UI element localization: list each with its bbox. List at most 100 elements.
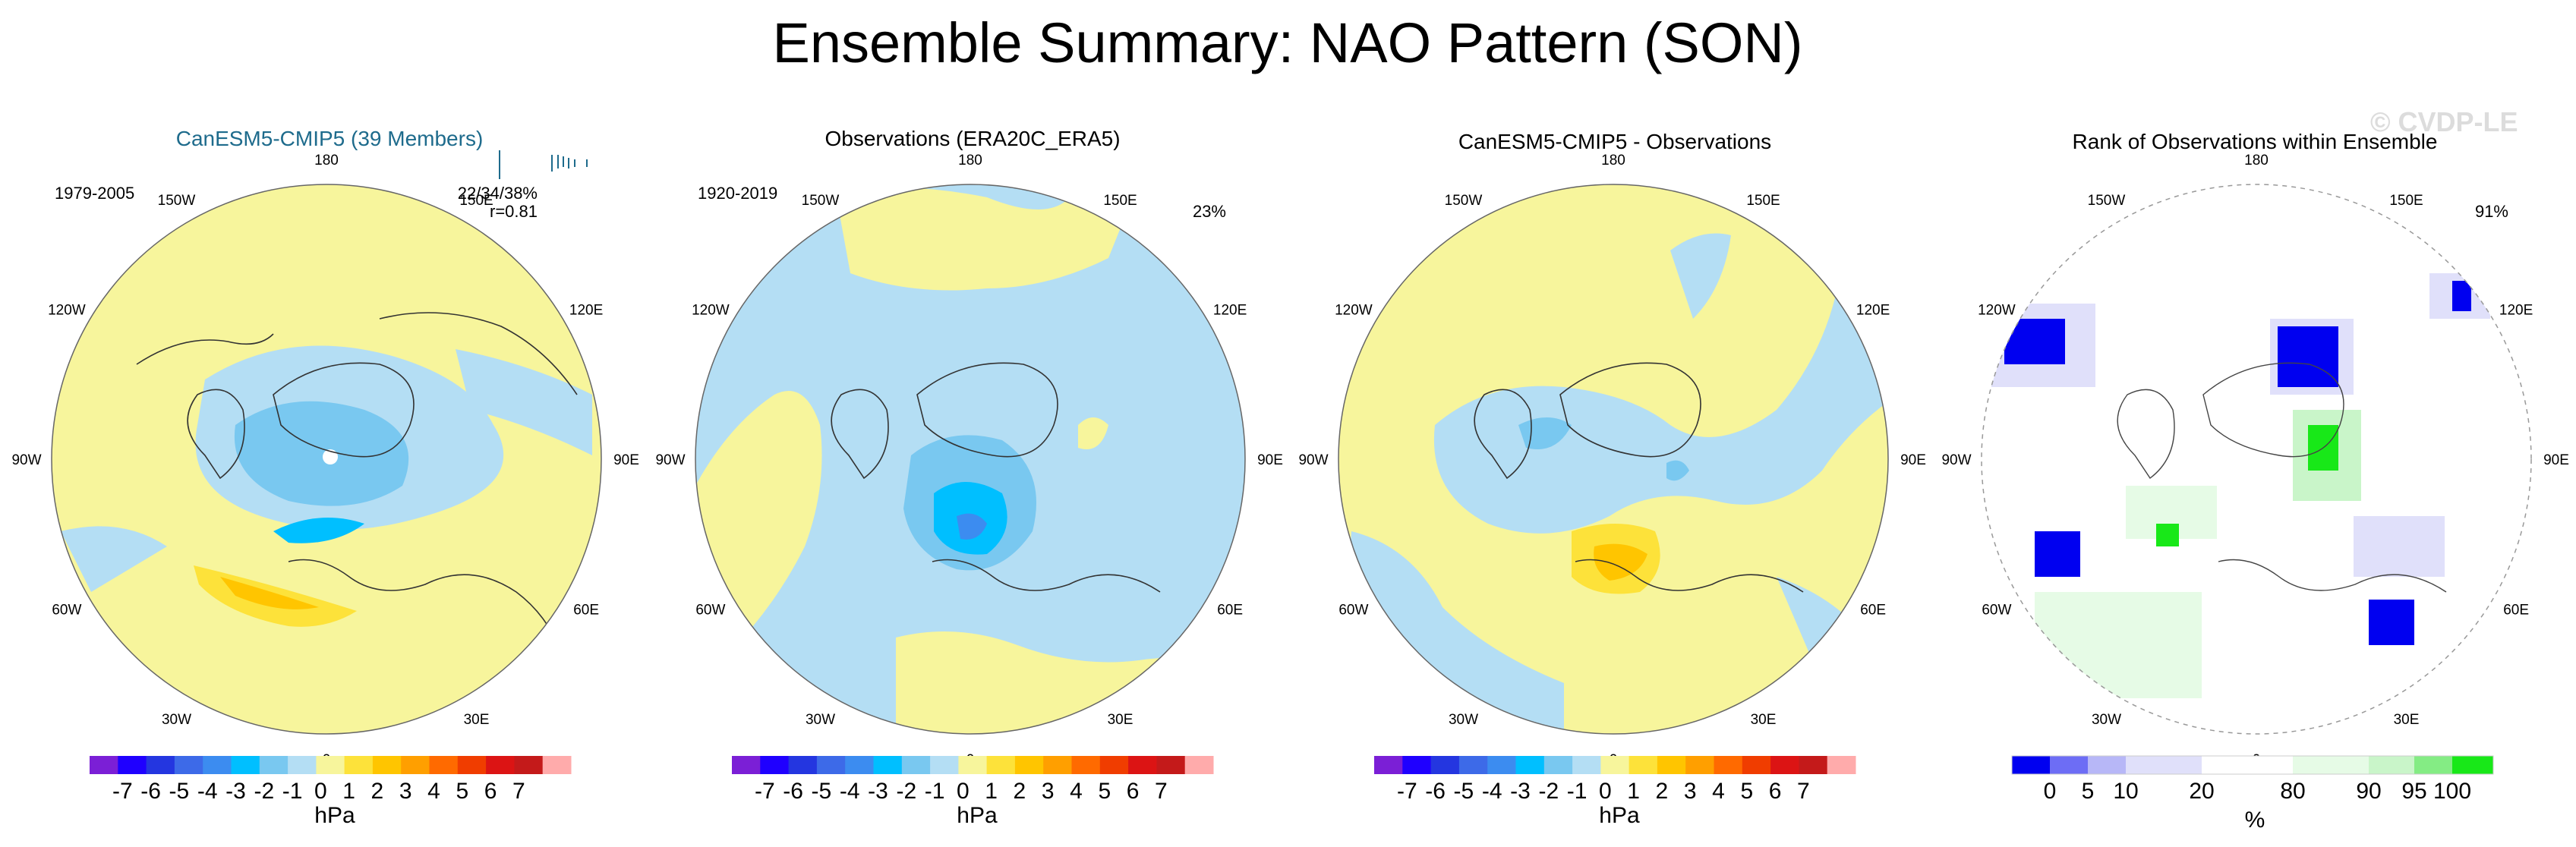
- colorbar-rank-unit: %: [2245, 808, 2265, 833]
- colorbar-rank-swatch: [2088, 756, 2126, 774]
- colorbar-hpa-swatch: [1799, 756, 1828, 774]
- lon-label-150E-panel2: 150E: [1746, 193, 1780, 209]
- colorbar-rank-swatch: [2202, 756, 2293, 774]
- colorbar-hpa-tick: 3: [399, 779, 412, 804]
- colorbar-hpa-tick: -5: [169, 779, 190, 804]
- lon-label-30W-panel1: 30W: [806, 712, 835, 728]
- lon-label-180-panel3: 180: [2244, 153, 2269, 168]
- colorbar-hpa-tick: -7: [1397, 779, 1417, 804]
- colorbar-hpa-swatch: [788, 756, 818, 774]
- lon-label-120W-panel3: 120W: [1978, 303, 2016, 319]
- colorbar-hpa-swatch: [1014, 756, 1044, 774]
- lon-label-30E-panel1: 30E: [1108, 712, 1134, 728]
- colorbar-hpa-tick: 5: [1740, 779, 1753, 804]
- longitude-labels: 180 180 180 180 150E 150E 150E 150E 120E 120E 120E…: [11, 153, 2568, 768]
- lon-label-60E-panel3: 60E: [2503, 603, 2529, 619]
- colorbar-hpa-swatch: [1714, 756, 1743, 774]
- colorbar-rank-tick: 0: [2044, 779, 2057, 804]
- colorbar-hpa-tick: -1: [1567, 779, 1588, 804]
- lon-label-30E-panel0: 30E: [464, 712, 490, 728]
- colorbar-hpa-swatch: [816, 756, 846, 774]
- colorbar-hpa-swatch: [118, 756, 147, 774]
- variance-inset: [499, 150, 588, 179]
- colorbar-hpa-swatch: [401, 756, 430, 774]
- lon-label-30W-panel2: 30W: [1449, 712, 1478, 728]
- colorbar-hpa-swatch: [203, 756, 232, 774]
- panel-model: CanESM5-CMIP5 (39 Members) 1979-2005 22/…: [51, 127, 602, 735]
- colorbar-rank-swatch: [2293, 756, 2369, 774]
- panel-model-period: 1979-2005: [55, 184, 134, 203]
- colorbar-hpa-swatch: [1742, 756, 1771, 774]
- panel-model-variance: 22/34/38%: [458, 184, 538, 203]
- colorbar-hpa-swatch: [344, 756, 374, 774]
- colorbar-hpa-swatch: [901, 756, 931, 774]
- colorbar-hpa-tick: 5: [1098, 779, 1111, 804]
- lon-label-120E-panel1: 120E: [1213, 303, 1247, 319]
- colorbar-hpa-tick: 6: [484, 779, 497, 804]
- colorbar-hpa-tick: 2: [371, 779, 384, 804]
- colorbar-hpa-swatch: [845, 756, 874, 774]
- colorbar-hpa-swatch: [1487, 756, 1516, 774]
- lon-label-90E-panel3: 90E: [2543, 452, 2569, 468]
- colorbar-hpa-tick: 4: [1070, 779, 1083, 804]
- lon-label-60W-panel2: 60W: [1338, 603, 1368, 619]
- lon-label-90W-panel1: 90W: [655, 452, 685, 468]
- colorbar-hpa-unit: hPa: [957, 803, 998, 828]
- colorbar-hpa-tick: -1: [925, 779, 945, 804]
- colorbar-hpa-swatch: [542, 756, 572, 774]
- panel-rank-percent: 91%: [2475, 202, 2508, 221]
- colorbar-hpa-tick: -4: [197, 779, 218, 804]
- colorbar-hpa-swatch: [1043, 756, 1072, 774]
- colorbar-rank-tick: 20: [2189, 779, 2214, 804]
- colorbar-hpa-swatch: [986, 756, 1016, 774]
- colorbar-hpa-swatch: [259, 756, 288, 774]
- colorbar-hpa-tick: -6: [1425, 779, 1446, 804]
- lon-label-150W-panel3: 150W: [2088, 193, 2126, 209]
- panel-observations: Observations (ERA20C_ERA5) 1920-2019 23%: [695, 127, 1246, 735]
- colorbar-hpa-tick: -3: [225, 779, 246, 804]
- colorbar-hpa-swatch: [174, 756, 203, 774]
- lon-label-60E-panel0: 60E: [573, 603, 599, 619]
- colorbar-hpa-swatch: [1685, 756, 1714, 774]
- colorbar-hpa-swatch: [1402, 756, 1432, 774]
- colorbar-hpa-swatch: [486, 756, 515, 774]
- colorbar-hpa-unit: hPa: [314, 803, 355, 828]
- lon-label-120W-panel1: 120W: [692, 303, 730, 319]
- panel-model-coastlines: [136, 312, 578, 653]
- colorbar-hpa-tick: 1: [342, 779, 355, 804]
- colorbar-hpa-swatch: [1600, 756, 1630, 774]
- colorbar-rank-swatch: [2126, 756, 2202, 774]
- colorbar-hpa-tick: -2: [254, 779, 274, 804]
- colorbar-hpa-swatch: [514, 756, 544, 774]
- lon-label-150W-panel1: 150W: [802, 193, 840, 209]
- colorbar-hpa-tick: 2: [1656, 779, 1669, 804]
- colorbar-hpa-swatch: [316, 756, 345, 774]
- colorbar-hpa-tick: -2: [1538, 779, 1559, 804]
- colorbar-hpa-tick: -3: [1510, 779, 1531, 804]
- lon-label-90E-panel2: 90E: [1900, 452, 1926, 468]
- colorbar-hpa-tick: -4: [1482, 779, 1502, 804]
- lon-label-90W-panel0: 90W: [11, 452, 41, 468]
- colorbar-hpa-tick: 7: [512, 779, 525, 804]
- colorbar-rank-frame: [2011, 755, 2494, 775]
- colorbar-hpa-tick: 1: [1627, 779, 1640, 804]
- panel-diff-title: CanESM5-CMIP5 - Observations: [1458, 130, 1771, 153]
- lon-label-120E-panel3: 120E: [2499, 303, 2533, 319]
- colorbar-hpa-swatch: [1071, 756, 1101, 774]
- colorbar-hpa-tick: -6: [140, 779, 161, 804]
- colorbar-rank-swatch: [2050, 756, 2088, 774]
- colorbar-hpa-tick: -6: [783, 779, 803, 804]
- panel-model-title: CanESM5-CMIP5 (39 Members): [176, 127, 484, 150]
- colorbar-hpa-tick: 0: [1599, 779, 1612, 804]
- colorbar-hpa-swatch: [288, 756, 317, 774]
- colorbar-hpa-swatch: [1430, 756, 1460, 774]
- colorbar-rank-swatch: [2452, 756, 2493, 774]
- colorbar-hpa-swatch: [429, 756, 459, 774]
- colorbar-hpa-swatch: [958, 756, 988, 774]
- panel-rank-title: Rank of Observations within Ensemble: [2073, 130, 2438, 153]
- colorbar-hpa-tick: -1: [282, 779, 303, 804]
- lon-label-30W-panel3: 30W: [2092, 712, 2121, 728]
- lon-label-120W-panel2: 120W: [1335, 303, 1373, 319]
- lon-label-120E-panel0: 120E: [569, 303, 603, 319]
- lon-label-60E-panel1: 60E: [1217, 603, 1243, 619]
